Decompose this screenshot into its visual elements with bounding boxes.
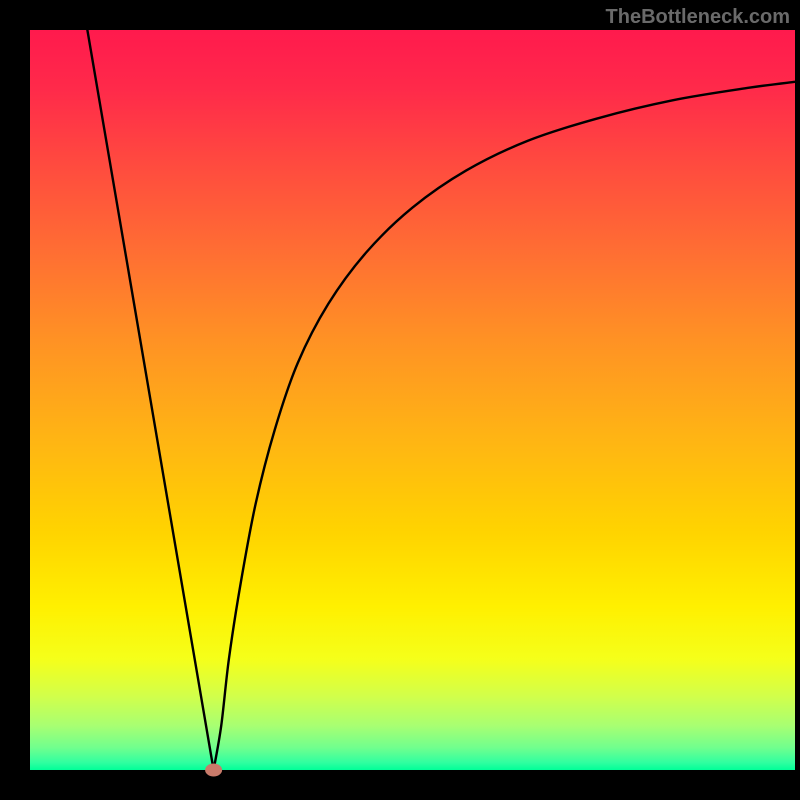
watermark-text: TheBottleneck.com — [606, 6, 790, 29]
bottleneck-curve — [87, 30, 795, 770]
minimum-marker — [206, 764, 222, 776]
chart-container: { "watermark": { "text": "TheBottleneck.… — [0, 0, 800, 800]
curve-layer — [0, 0, 800, 800]
